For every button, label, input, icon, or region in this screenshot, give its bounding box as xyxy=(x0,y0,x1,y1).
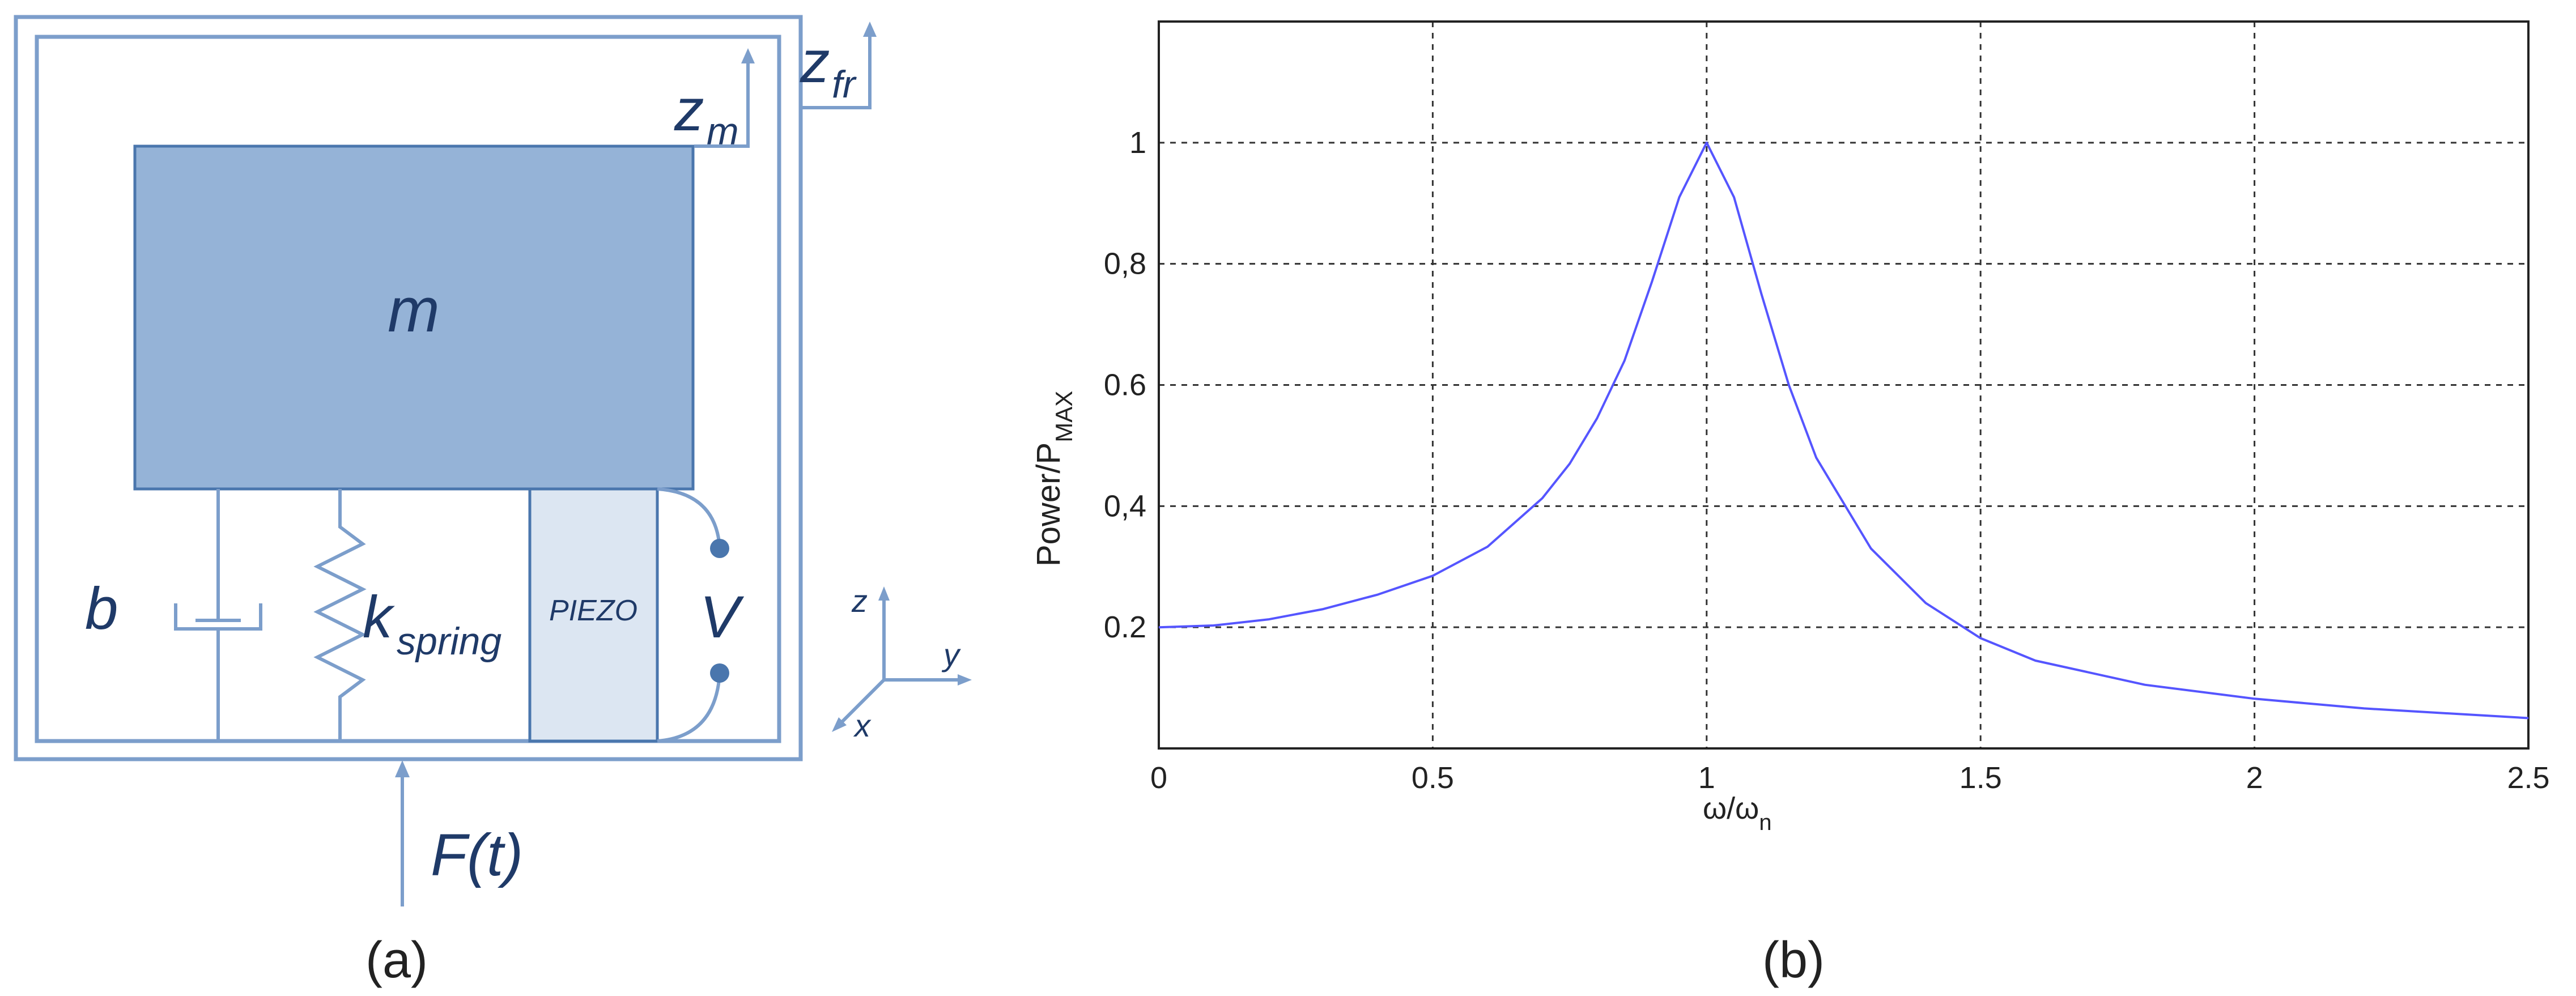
data-point xyxy=(1761,293,1762,295)
coordinate-axes xyxy=(832,586,972,732)
panel-a-schematic: m b k spring PIEZO V z m z f xyxy=(14,15,972,989)
axis-y-label: y xyxy=(941,637,961,672)
x-tick-labels: 0 0.5 1 1.5 2 2.5 xyxy=(1150,761,2550,795)
spring xyxy=(313,489,367,741)
power-curve xyxy=(1158,141,2529,720)
x-tick-label: 1.5 xyxy=(1959,761,2002,795)
zm-subscript: m xyxy=(707,110,739,153)
y-tick-label: 0,4 xyxy=(1104,489,1146,523)
inner-housing xyxy=(35,35,781,743)
zfr-label: z xyxy=(800,29,830,95)
mass-block xyxy=(133,144,695,491)
y-axis-label: Power/PMAX xyxy=(1030,391,1077,567)
x-tick-label: 2.5 xyxy=(2507,761,2549,795)
y-axis-label-subscript: MAX xyxy=(1051,391,1077,442)
data-point xyxy=(1678,197,1680,198)
lower-lead xyxy=(657,674,721,743)
outer-housing xyxy=(14,15,803,761)
data-point xyxy=(1706,142,1707,143)
force-label: F(t) xyxy=(431,822,523,888)
x-tick-label: 1 xyxy=(1698,761,1715,795)
grid-lines xyxy=(1159,22,2528,748)
data-point xyxy=(1816,457,1817,458)
upper-terminal xyxy=(710,539,729,558)
piezo-label: PIEZO xyxy=(549,594,637,627)
caption-b: (b) xyxy=(1762,932,1825,989)
x-axis-label-subscript: n xyxy=(1759,810,1771,835)
spring-label: k xyxy=(363,584,395,650)
zm-label: z xyxy=(674,77,704,143)
panel-b-chart: 0 0.5 1 1.5 2 2.5 0.2 0,4 0.6 0,8 1 ω/ωn Power/PM… xyxy=(1030,20,2550,989)
axis-x-label: x xyxy=(853,708,872,743)
spring-subscript: spring xyxy=(397,620,501,663)
zm-arrowhead xyxy=(741,48,755,63)
piezo-element xyxy=(528,487,659,743)
caption-a: (a) xyxy=(365,932,428,989)
mass-label: m xyxy=(388,275,440,345)
lower-terminal xyxy=(710,663,729,683)
voltage-label: V xyxy=(700,584,745,650)
force-arrowhead xyxy=(395,760,410,777)
data-point xyxy=(1487,546,1488,547)
data-point xyxy=(1980,637,1981,639)
zfr-arrowhead xyxy=(863,22,877,37)
y-tick-labels: 0.2 0,4 0.6 0,8 1 xyxy=(1104,126,1146,644)
data-point xyxy=(1268,619,1269,620)
y-axis-label-main: Power/P xyxy=(1030,442,1067,567)
zfr-subscript: fr xyxy=(832,63,857,106)
data-point xyxy=(1624,360,1625,361)
zfr-arrow xyxy=(801,31,872,109)
chart-series xyxy=(1158,141,2529,720)
damper-label: b xyxy=(85,576,118,642)
damper xyxy=(174,489,262,741)
y-tick-label: 1 xyxy=(1129,126,1146,160)
x-tick-label: 0.5 xyxy=(1412,761,1454,795)
x-axis-label: ω/ωn xyxy=(1703,791,1772,835)
upper-lead xyxy=(657,487,721,547)
x-tick-label: 2 xyxy=(2246,761,2263,795)
plot-area-frame xyxy=(1158,20,2530,750)
y-tick-label: 0.6 xyxy=(1104,368,1146,402)
y-tick-label: 0.2 xyxy=(1104,610,1146,644)
data-point xyxy=(1733,197,1735,198)
x-tick-label: 0 xyxy=(1150,761,1167,795)
axis-z-label: z xyxy=(851,583,868,619)
zm-arrow xyxy=(694,57,750,148)
data-point xyxy=(1323,608,1324,610)
x-axis-label-main: ω/ω xyxy=(1703,791,1759,825)
y-tick-label: 0,8 xyxy=(1104,247,1146,281)
